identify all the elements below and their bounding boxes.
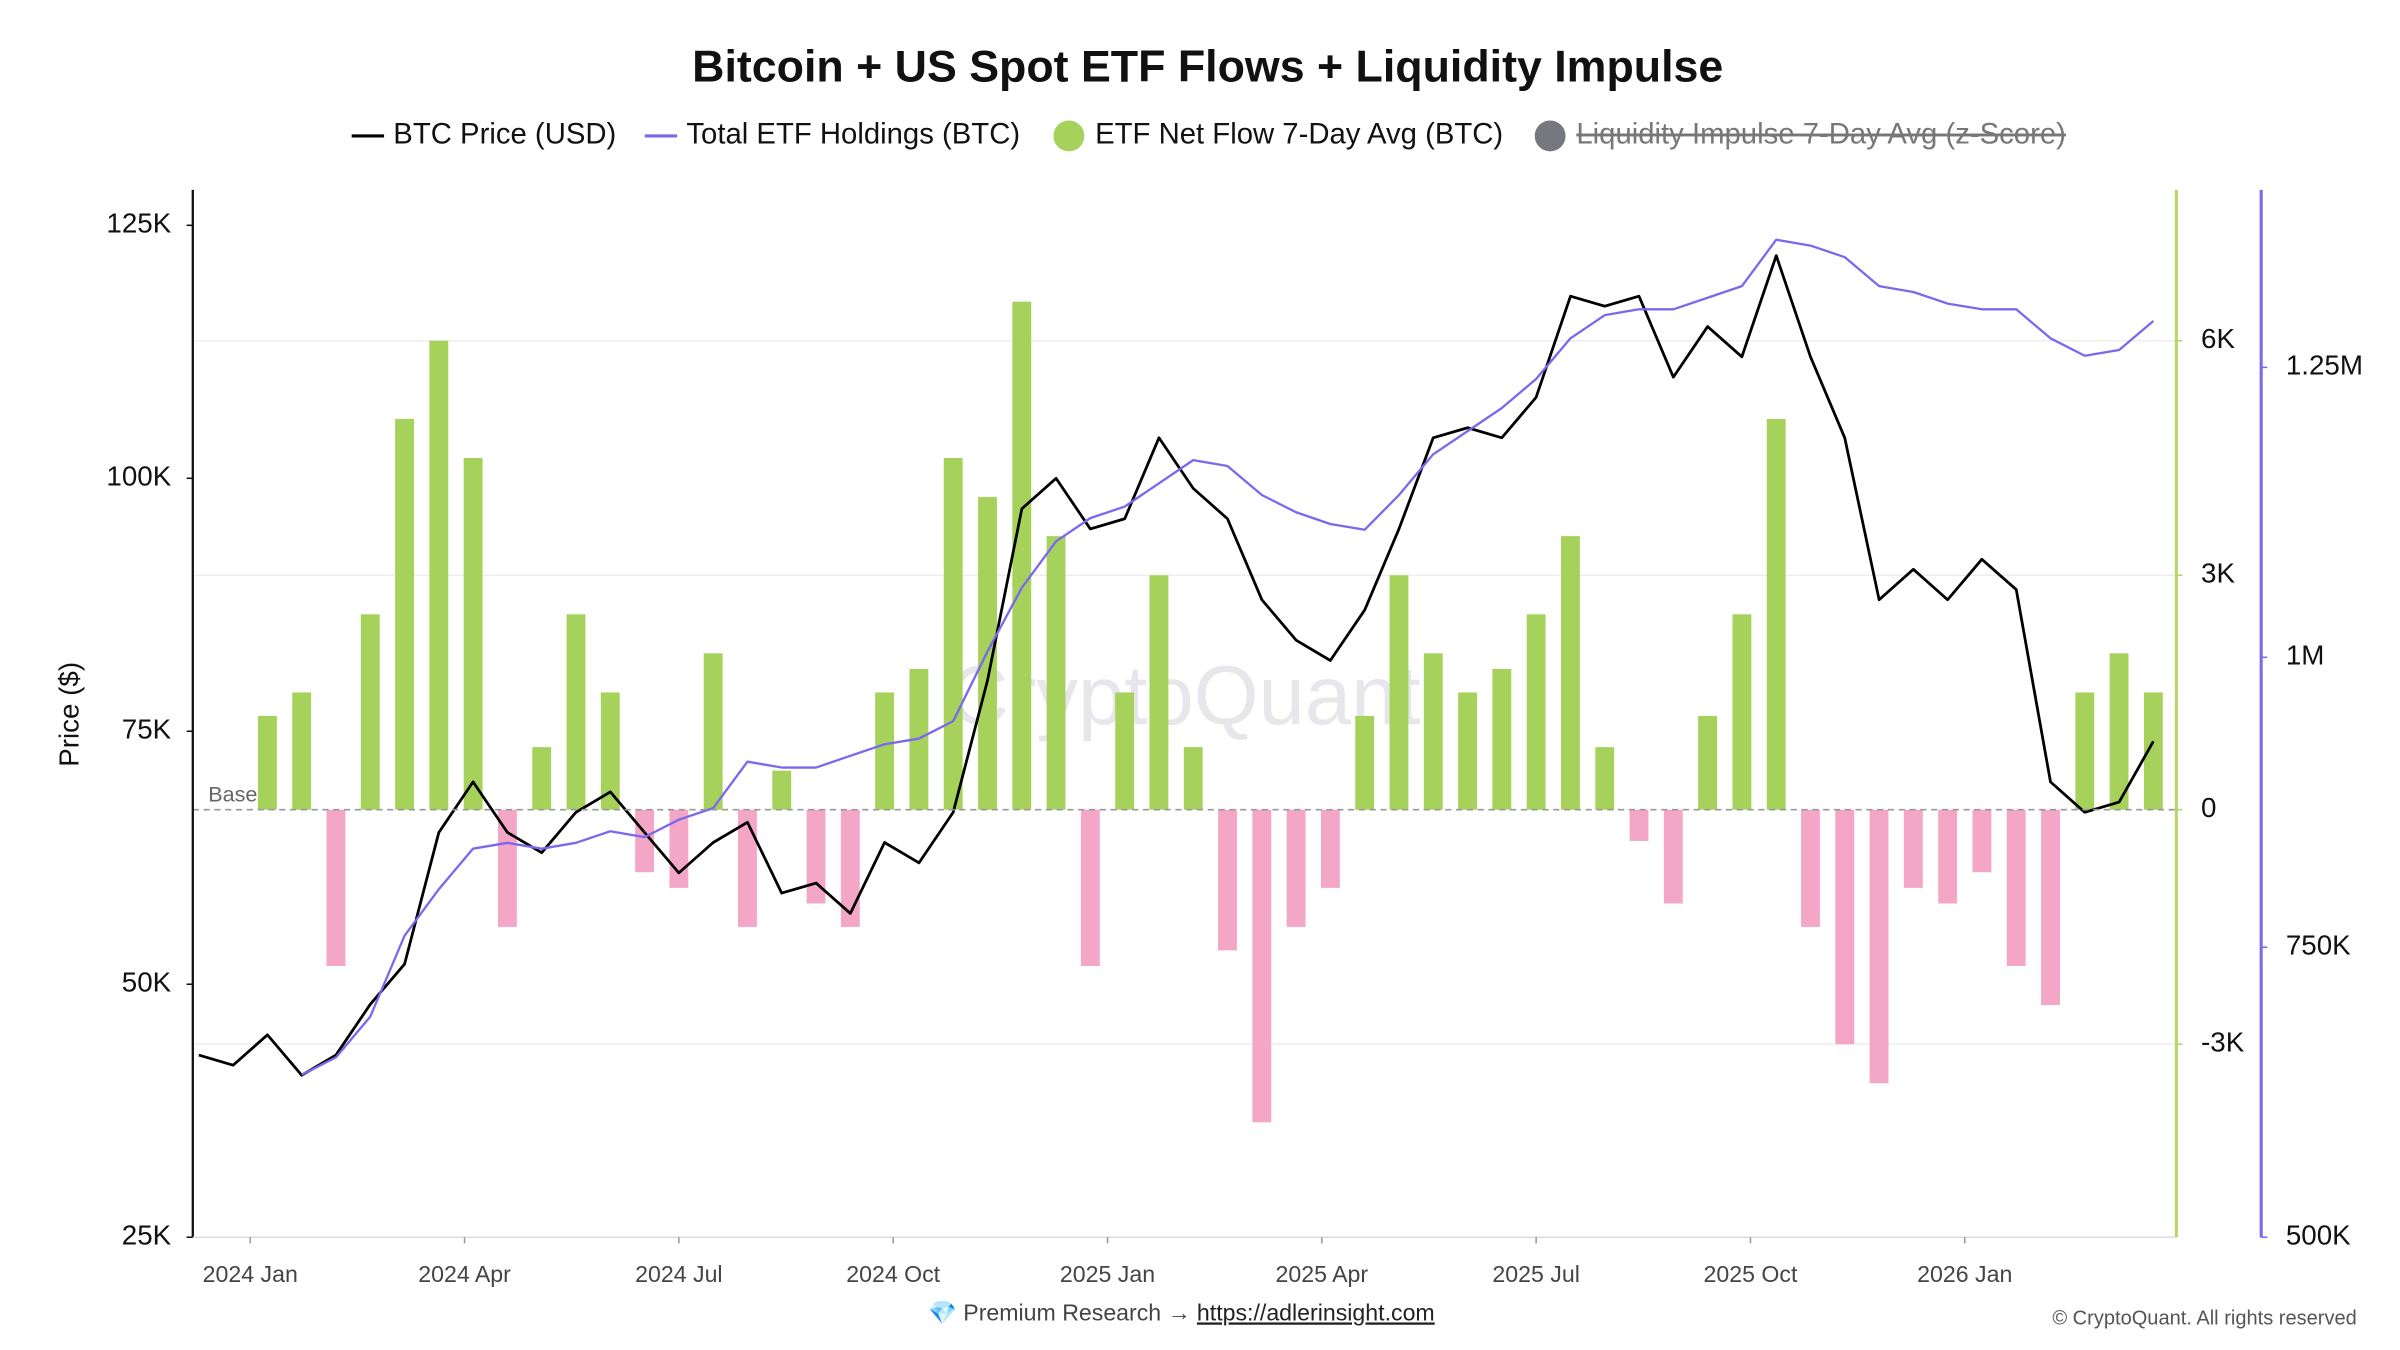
x-tick-label: 2024 Oct — [846, 1261, 940, 1287]
flow-bar — [1732, 614, 1752, 810]
flow-bar — [1698, 715, 1718, 810]
flow-bar — [1903, 809, 1923, 888]
flow-bar — [875, 692, 895, 810]
flow-bar — [2075, 692, 2095, 810]
flow-bar — [1801, 809, 1820, 927]
y-tick-label: 100K — [106, 461, 171, 492]
y-axis-title: Price ($) — [53, 662, 84, 767]
flow-bar — [1526, 614, 1546, 810]
flow-bar — [1595, 747, 1615, 810]
flow-bar — [1252, 809, 1272, 1123]
y2-tick-label: 6K — [2201, 323, 2235, 354]
flow-bar — [1046, 536, 1066, 810]
flow-bar — [1835, 809, 1855, 1045]
legend-label[interactable]: Total ETF Holdings (BTC) — [686, 118, 1020, 151]
flow-bar — [1149, 575, 1169, 810]
flow-bar — [1938, 809, 1958, 904]
y3-tick-label: 500K — [2286, 1220, 2351, 1251]
flow-bar — [738, 809, 757, 927]
flow-bar — [1458, 692, 1477, 810]
flow-bar — [600, 692, 620, 810]
y-tick-label: 25K — [122, 1220, 172, 1251]
legend-marker — [1534, 120, 1566, 152]
flow-bar — [1492, 669, 1512, 810]
footer-link[interactable]: https://adlerinsight.com — [1197, 1299, 1435, 1325]
flow-bar — [326, 809, 346, 967]
flow-bar — [1080, 809, 1100, 967]
flow-bar — [566, 614, 586, 810]
flow-bar — [395, 418, 414, 810]
flow-bar — [806, 809, 826, 904]
x-tick-label: 2025 Jan — [1060, 1261, 1155, 1287]
flow-bar — [1629, 809, 1649, 841]
footer-note: 💎 Premium Research → — [928, 1299, 1191, 1325]
flow-bar — [1183, 747, 1203, 810]
flow-bar — [1320, 809, 1340, 888]
flow-bar — [703, 653, 723, 810]
copyright: © CryptoQuant. All rights reserved — [2052, 1307, 2356, 1329]
flow-bar — [1115, 692, 1135, 810]
flow-bar — [1869, 809, 1889, 1084]
x-tick-label: 2026 Jan — [1917, 1261, 2012, 1287]
x-tick-label: 2025 Oct — [1704, 1261, 1798, 1287]
series-line — [198, 254, 2155, 1077]
flow-bar — [2006, 809, 2026, 967]
flow-bar — [1218, 809, 1237, 951]
y-tick-label: 50K — [122, 967, 172, 998]
series-line — [301, 238, 2155, 1076]
flow-bar — [1663, 809, 1683, 904]
legend-label[interactable]: Liquidity Impulse 7-Day Avg (z-Score) — [1576, 118, 2066, 151]
y3-tick-label: 1.25M — [2286, 350, 2363, 381]
legend-label[interactable]: BTC Price (USD) — [393, 118, 616, 151]
flow-bar — [497, 809, 517, 927]
y-tick-label: 125K — [106, 208, 171, 239]
flow-bar — [360, 614, 380, 810]
y-tick-label: 75K — [122, 714, 172, 745]
base-label: Base — [208, 782, 257, 807]
flow-bar — [292, 692, 312, 810]
legend-label[interactable]: ETF Net Flow 7-Day Avg (BTC) — [1095, 118, 1503, 151]
flow-bar — [1012, 301, 1032, 810]
flow-bar — [257, 715, 277, 810]
flow-bar — [2109, 653, 2129, 810]
flow-bar — [1766, 418, 1786, 810]
flow-bar — [669, 809, 689, 888]
flow-bar — [1561, 536, 1580, 810]
flow-bar — [2041, 809, 2060, 1006]
flow-bar — [772, 770, 792, 810]
x-tick-label: 2025 Jul — [1492, 1261, 1579, 1287]
flow-bar — [2143, 692, 2163, 810]
flow-bar — [840, 809, 860, 927]
x-tick-label: 2025 Apr — [1276, 1261, 1369, 1287]
flow-bar — [943, 457, 963, 810]
x-tick-label: 2024 Jan — [203, 1261, 298, 1287]
y2-tick-label: 3K — [2201, 558, 2235, 589]
y2-tick-label: 0 — [2201, 792, 2216, 823]
flow-bar — [463, 457, 483, 810]
y2-tick-label: -3K — [2201, 1026, 2245, 1057]
flow-bar — [1389, 575, 1409, 810]
y3-tick-label: 750K — [2286, 930, 2351, 961]
flow-bar — [1423, 653, 1443, 810]
chart-title: Bitcoin + US Spot ETF Flows + Liquidity … — [692, 42, 1723, 91]
flow-bar — [532, 747, 552, 810]
x-tick-label: 2024 Apr — [418, 1261, 511, 1287]
flow-bar — [1972, 809, 1992, 873]
x-tick-label: 2024 Jul — [635, 1261, 722, 1287]
legend-marker — [1053, 120, 1085, 152]
flow-bar — [1286, 809, 1306, 927]
y3-tick-label: 1M — [2286, 640, 2325, 671]
flow-bar — [429, 340, 449, 810]
flow-bar — [1355, 715, 1375, 810]
